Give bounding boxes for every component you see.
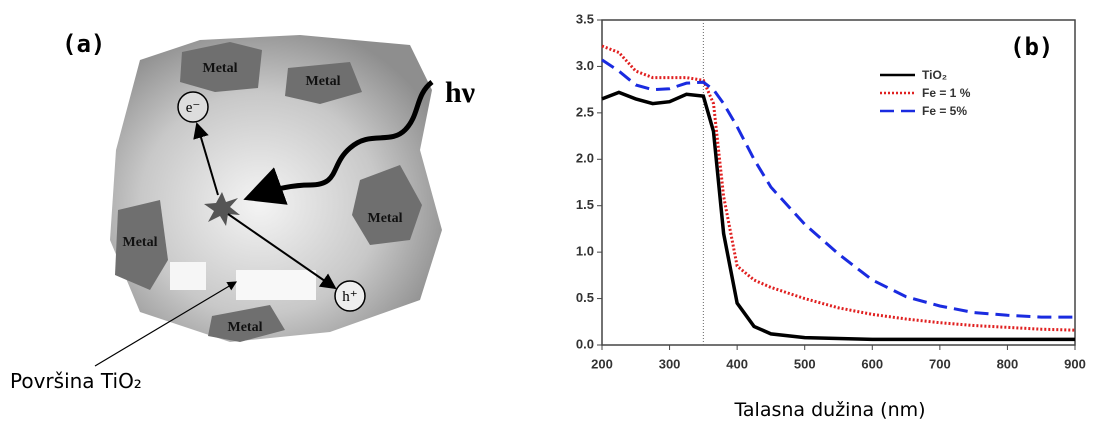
surface-label: Površina TiO₂ — [10, 369, 142, 393]
metal-patch — [115, 200, 168, 290]
photon-label: hν — [445, 76, 476, 109]
electron-label: e⁻ — [186, 100, 201, 116]
metal-patch — [180, 42, 262, 92]
arrow — [227, 213, 337, 290]
y-tick-label: 1.0 — [576, 244, 594, 259]
y-tick-label: 0.0 — [576, 336, 594, 351]
hole-label: h⁺ — [342, 289, 357, 305]
y-tick-label: 2.5 — [576, 104, 594, 119]
chart: (b) Talasna dužina (nm) 0.0 0.5 1.0 1.5 2.0 2… — [576, 11, 1086, 421]
surface-patch — [236, 270, 316, 300]
surface-patch — [170, 262, 206, 290]
line-series — [601, 58, 1075, 319]
metal-label: Metal — [123, 235, 158, 250]
legend-label: Fe = 1 % — [922, 86, 971, 100]
y-tick-label: 1.5 — [576, 197, 594, 212]
metal-label: Metal — [306, 74, 341, 89]
panel-label: (b) — [1010, 33, 1053, 61]
metal-patch — [352, 165, 422, 245]
metal-label: Metal — [368, 211, 403, 226]
y-tick-label: 2.0 — [576, 151, 594, 166]
hole-circle — [334, 280, 366, 312]
x-axis-label: Talasna dužina (nm) — [733, 399, 925, 421]
y-tick-label: 3.0 — [576, 58, 594, 73]
x-tick-label: 700 — [929, 356, 951, 371]
legend-label: TiO₂ — [922, 68, 947, 82]
line-series — [601, 90, 1075, 342]
plot-frame — [601, 19, 1076, 346]
x-tick-label: 900 — [1064, 356, 1086, 371]
x-tick-label: 400 — [726, 356, 748, 371]
y-tick-label: 0.5 — [576, 290, 594, 305]
pointer — [94, 281, 238, 367]
metal-patch — [285, 62, 362, 104]
y-tick-label: 3.5 — [576, 11, 594, 26]
legend-label: Fe = 5% — [922, 104, 967, 118]
x-tick-label: 200 — [591, 356, 613, 371]
metal-label: Metal — [203, 61, 238, 76]
x-tick-label: 800 — [997, 356, 1019, 371]
x-tick-label: 600 — [861, 356, 883, 371]
line-series — [601, 44, 1076, 332]
electron-circle — [177, 91, 209, 123]
panel-label: (a) — [62, 30, 105, 58]
metal-label: Metal — [228, 320, 263, 335]
x-tick-label: 300 — [659, 356, 681, 371]
excitation — [204, 192, 240, 226]
metal-patch — [208, 305, 285, 342]
photon-arrow — [243, 80, 434, 205]
diagram: (a) Metal Metal Metal Metal Metal e⁻ h⁺ … — [10, 30, 476, 393]
arrow — [193, 122, 219, 196]
x-tick-label: 500 — [794, 356, 816, 371]
